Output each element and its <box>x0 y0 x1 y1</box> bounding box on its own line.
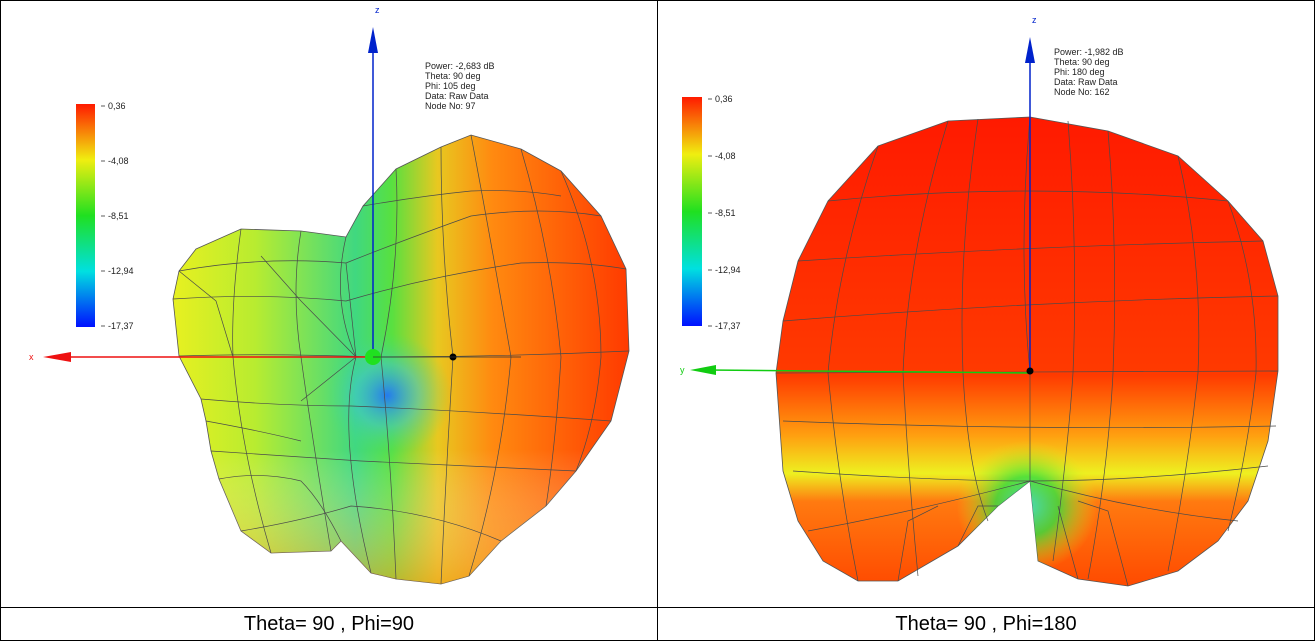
x-axis-label: x <box>29 352 34 362</box>
info-data: Data: Raw Data <box>425 91 489 101</box>
info-phi: Phi: 180 deg <box>1054 67 1105 77</box>
y-axis-arrow-icon <box>690 365 716 375</box>
left-pattern-surface <box>172 134 630 585</box>
scale-label-3: -8,51 <box>108 211 129 221</box>
left-radiation-pattern: z x 0,36 -4,08 -8,51 -12,94 -17,37 Power… <box>29 5 630 585</box>
z-axis-label: z <box>375 5 380 15</box>
z-axis-arrow-icon <box>1025 37 1035 63</box>
scale-label-4: -12,94 <box>108 266 134 276</box>
info-power: Power: -1,982 dB <box>1054 47 1124 57</box>
right-axes <box>690 37 1035 375</box>
right-plot-panel: z y 0,36 -4,08 -8,51 -12,94 -17,37 Power… <box>658 1 1314 607</box>
info-phi: Phi: 105 deg <box>425 81 476 91</box>
scale-label-3: -8,51 <box>715 208 736 218</box>
x-axis-arrow-icon <box>43 352 71 362</box>
info-node: Node No: 162 <box>1054 87 1110 97</box>
left-axes <box>43 27 521 365</box>
scale-label-max: 0,36 <box>108 101 126 111</box>
right-pattern-surface <box>775 116 1279 587</box>
info-theta: Theta: 90 deg <box>1054 57 1110 67</box>
scale-label-min: -17,37 <box>715 321 741 331</box>
info-data: Data: Raw Data <box>1054 77 1118 87</box>
scale-label-max: 0,36 <box>715 94 733 104</box>
left-color-scale: 0,36 -4,08 -8,51 -12,94 -17,37 <box>76 101 134 331</box>
table-divider-vertical <box>657 0 658 641</box>
right-info-readout: Power: -1,982 dB Theta: 90 deg Phi: 180 … <box>1054 47 1124 97</box>
info-theta: Theta: 90 deg <box>425 71 481 81</box>
info-power: Power: -2,683 dB <box>425 61 495 71</box>
right-color-scale: 0,36 -4,08 -8,51 -12,94 -17,37 <box>682 94 741 331</box>
left-plot-panel: z x 0,36 -4,08 -8,51 -12,94 -17,37 Power… <box>1 1 657 607</box>
info-node: Node No: 97 <box>425 101 476 111</box>
y-axis <box>707 369 1031 374</box>
z-axis-label: z <box>1032 15 1037 25</box>
scale-label-4: -12,94 <box>715 265 741 275</box>
right-caption: Theta= 90 , Phi=180 <box>895 613 1077 635</box>
left-info-readout: Power: -2,683 dB Theta: 90 deg Phi: 105 … <box>425 61 495 111</box>
z-axis-arrow-icon <box>368 27 378 53</box>
table-divider-horizontal <box>0 607 1315 608</box>
scale-label-2: -4,08 <box>108 156 129 166</box>
scale-bar <box>682 97 702 326</box>
right-radiation-pattern: z y 0,36 -4,08 -8,51 -12,94 -17,37 Power… <box>680 15 1279 587</box>
left-caption: Theta= 90 , Phi=90 <box>243 613 415 635</box>
scale-label-min: -17,37 <box>108 321 134 331</box>
center-dot <box>1026 367 1034 375</box>
scale-label-2: -4,08 <box>715 151 736 161</box>
y-axis-label: y <box>680 365 685 375</box>
scale-bar <box>76 104 95 327</box>
